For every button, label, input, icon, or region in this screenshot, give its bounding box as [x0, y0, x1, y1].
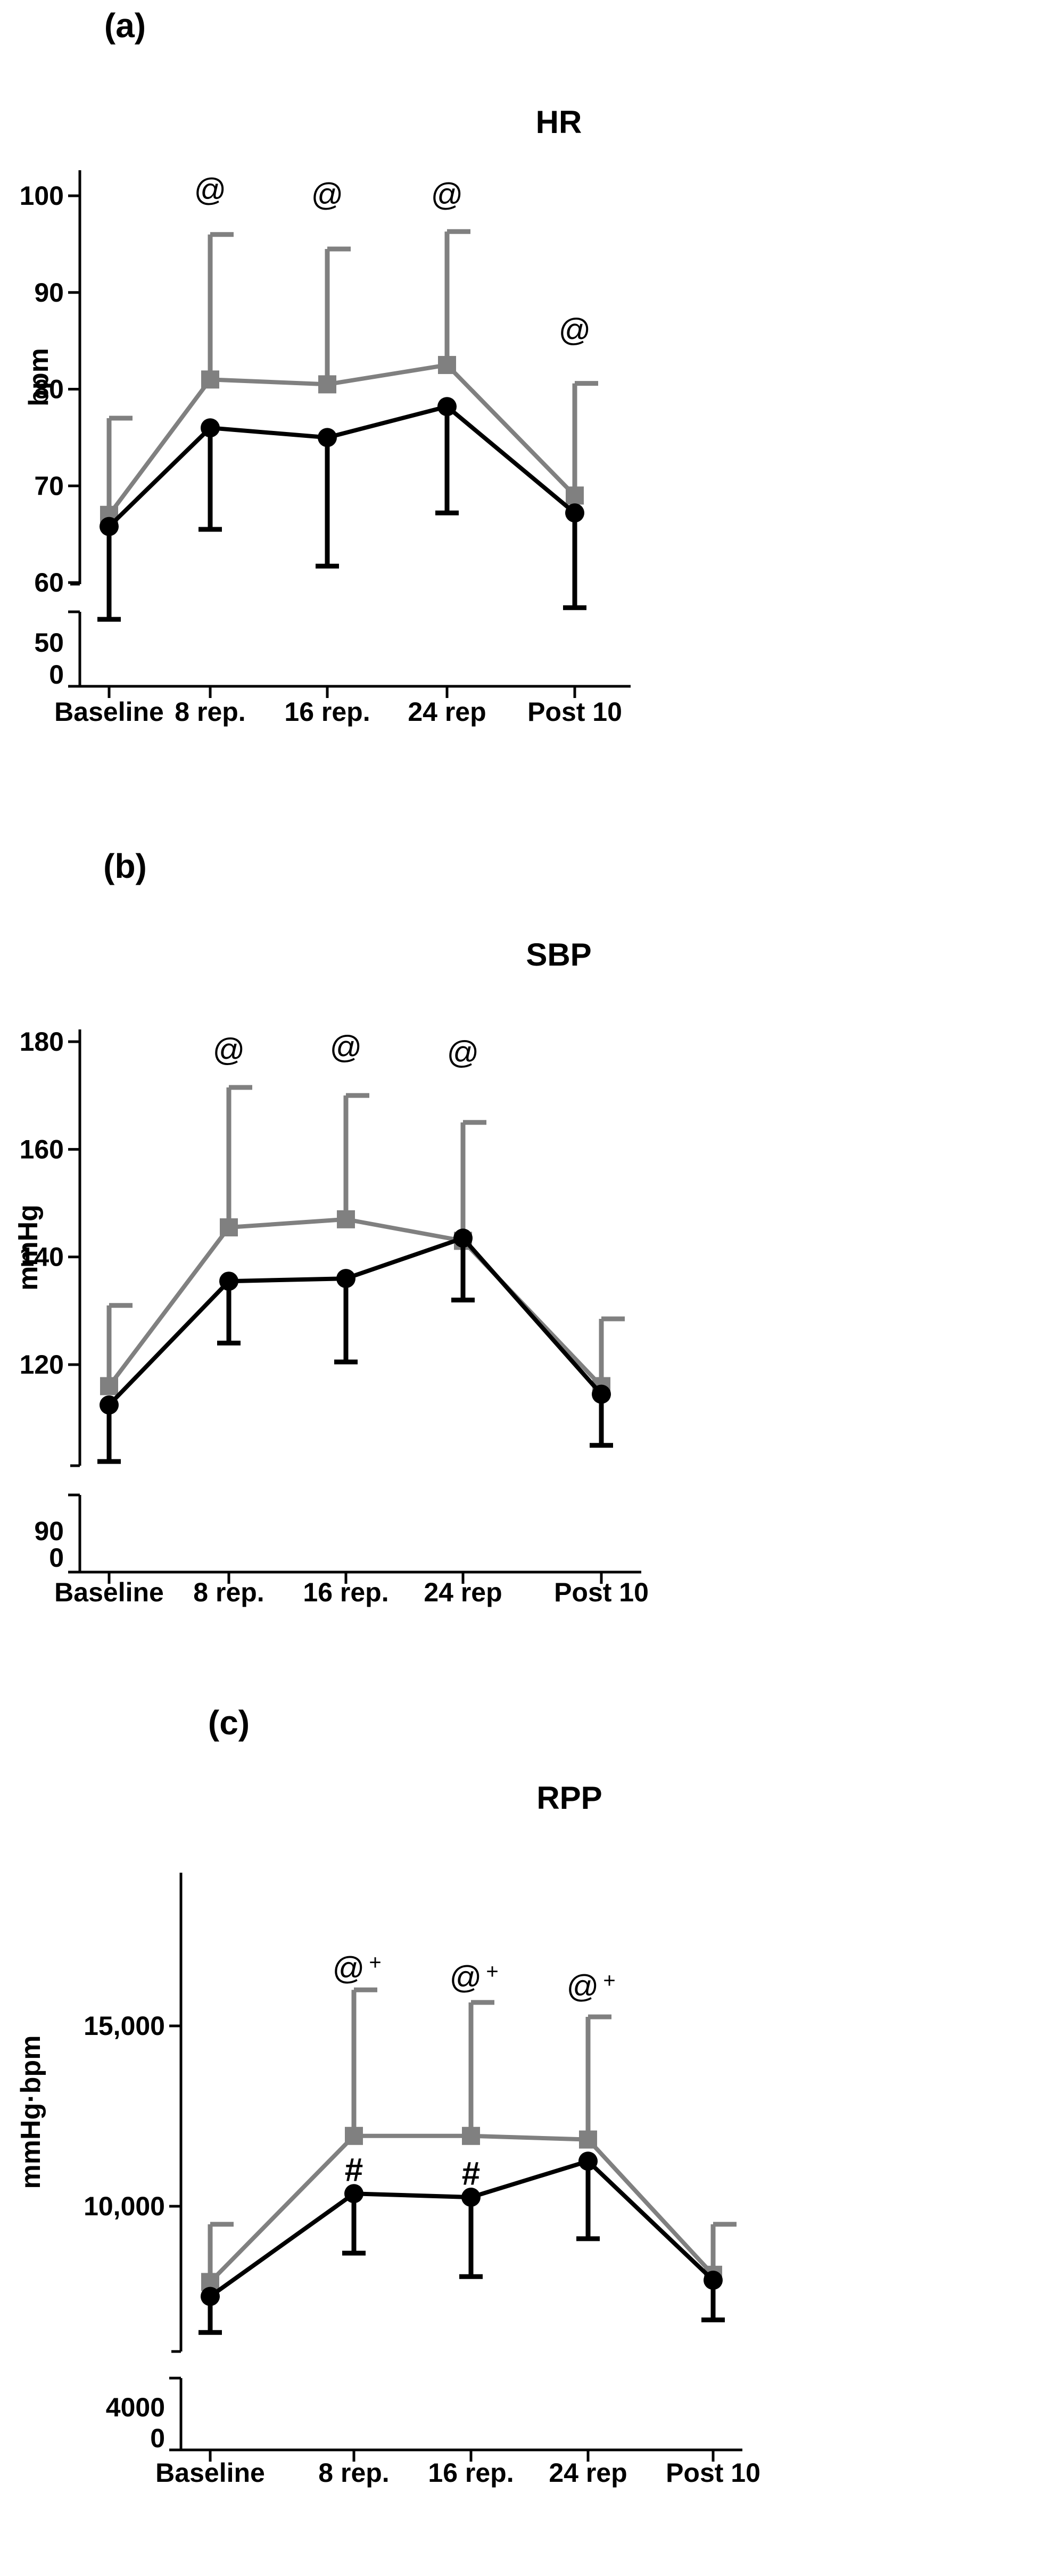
y-tick-label: 140 — [20, 1242, 64, 1272]
x-tick-label: Baseline — [54, 697, 164, 727]
series-gray — [100, 229, 598, 524]
y-tick-label: 50 — [34, 628, 64, 658]
significance-at: @ — [447, 1034, 479, 1070]
significance-at: @ — [559, 312, 591, 348]
significance-at: @ — [333, 1950, 365, 1986]
x-tick-label: 24 rep — [408, 697, 486, 727]
y-tick-label: 15,000 — [84, 2011, 165, 2041]
series-black — [97, 397, 586, 622]
y-tick-label: 0 — [49, 1543, 64, 1573]
data-point — [578, 2151, 598, 2171]
series-line — [107, 1235, 603, 1407]
panel-label: (c) — [208, 1704, 250, 1742]
y-axis-label: mmHg·bpm — [15, 2035, 46, 2189]
data-point — [220, 1218, 238, 1237]
panel-label: (b) — [103, 847, 147, 885]
chart-hr: (a) HR bpm 60 70 80 90 100 500 Baseline 8 rep. 16 r… — [20, 6, 631, 727]
significance-at: @ — [194, 172, 227, 207]
significance-hash: # — [345, 2152, 363, 2189]
data-point — [462, 2126, 480, 2145]
data-point — [345, 2126, 363, 2145]
data-point — [704, 2270, 723, 2290]
x-tick-label: Baseline — [155, 2458, 265, 2488]
significance-plus: + — [369, 1951, 381, 1974]
data-point — [566, 486, 584, 505]
y-tick-label: 100 — [20, 181, 64, 211]
significance-at: @ — [311, 177, 344, 212]
significance-plus: + — [603, 1969, 615, 1992]
data-point — [318, 375, 336, 394]
data-point — [100, 1395, 119, 1415]
y-tick-label: 120 — [20, 1350, 64, 1380]
data-point — [337, 1210, 355, 1228]
data-point — [201, 418, 220, 438]
chart-title: HR — [536, 104, 582, 140]
data-point — [565, 503, 584, 523]
data-point — [318, 428, 337, 447]
y-tick-label: 4000 — [106, 2392, 165, 2422]
data-point — [100, 1377, 118, 1395]
y-tick-label: 0 — [49, 660, 64, 689]
x-tick-label: Post 10 — [527, 697, 622, 727]
series-line — [107, 362, 576, 517]
y-tick-label: 90 — [34, 278, 64, 308]
chart-title: RPP — [536, 1780, 602, 1816]
y-tick-label: 80 — [34, 375, 64, 404]
x-tick-label: Post 10 — [554, 1577, 649, 1607]
panel-label: (a) — [104, 6, 146, 45]
data-point — [437, 397, 457, 417]
x-tick-label: Post 10 — [666, 2458, 760, 2488]
significance-hash: # — [462, 2155, 480, 2192]
x-tick-label: 24 rep — [549, 2458, 627, 2488]
series-gray — [201, 1987, 737, 2291]
chart-title: SBP — [526, 937, 591, 973]
chart-sbp: (b) SBP mmHg 120 140 160 180 900 Baseline 8 rep. 1… — [13, 847, 649, 1607]
significance-at: @ — [431, 177, 464, 212]
y-axis-label: mmHg — [13, 1204, 44, 1291]
series-black — [97, 1228, 613, 1464]
data-point — [438, 356, 456, 375]
data-point — [100, 517, 119, 536]
y-tick-label: 10,000 — [84, 2191, 165, 2221]
x-tick-label: 24 rep — [424, 1577, 502, 1607]
significance-at: @ — [330, 1029, 362, 1065]
y-tick-label: 60 — [34, 568, 64, 597]
y-tick-label: 180 — [20, 1027, 64, 1057]
y-tick-label: 0 — [150, 2423, 165, 2453]
y-axis-label: bpm — [23, 348, 54, 406]
x-tick-label: 16 rep. — [428, 2458, 514, 2488]
significance-at: @ — [213, 1032, 245, 1067]
series-gray — [100, 1085, 625, 1395]
data-point — [336, 1269, 355, 1289]
x-tick-label: 8 rep. — [175, 697, 245, 727]
significance-plus: + — [486, 1960, 498, 1983]
y-tick-label: 70 — [34, 471, 64, 501]
data-point — [344, 2184, 363, 2204]
x-tick-label: Baseline — [54, 1577, 164, 1607]
data-point — [453, 1228, 473, 1248]
series-black — [199, 2151, 725, 2335]
data-point — [461, 2188, 481, 2207]
x-tick-label: 16 rep. — [303, 1577, 388, 1607]
data-point — [201, 2287, 220, 2306]
y-tick-label: 160 — [20, 1134, 64, 1164]
x-tick-label: 8 rep. — [193, 1577, 264, 1607]
y-tick-label: 90 — [34, 1516, 64, 1546]
data-point — [579, 2130, 597, 2149]
data-point — [219, 1272, 238, 1291]
x-tick-label: 8 rep. — [318, 2458, 389, 2488]
data-point — [201, 370, 219, 389]
x-tick-label: 16 rep. — [284, 697, 370, 727]
data-point — [592, 1384, 611, 1404]
significance-at: @ — [450, 1959, 482, 1995]
significance-at: @ — [567, 1968, 599, 2004]
